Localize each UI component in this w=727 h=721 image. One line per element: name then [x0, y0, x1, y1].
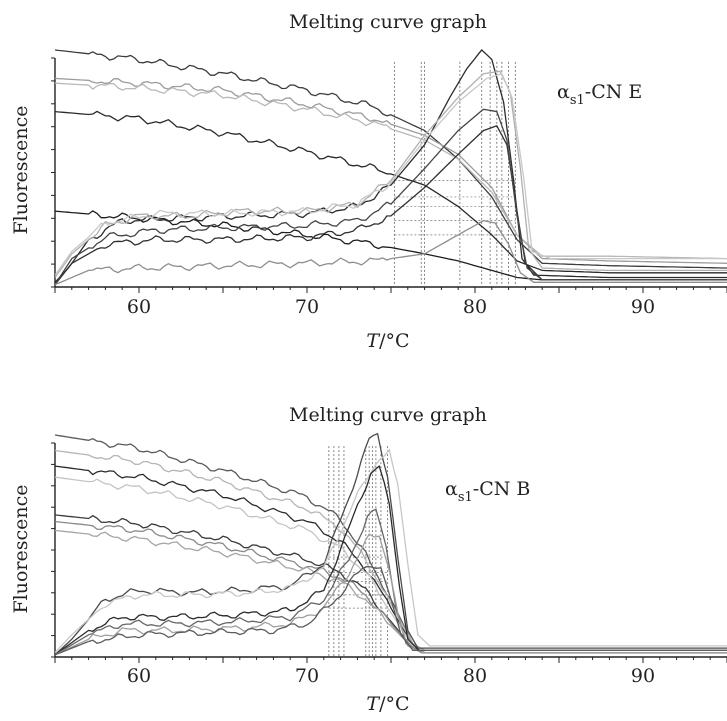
y-axis-label-e: Fluorescence — [10, 105, 32, 234]
x-tick-label: 80 — [463, 296, 487, 318]
series-line — [55, 448, 727, 654]
series-line — [55, 77, 727, 264]
series-line — [55, 108, 727, 285]
series-line — [55, 533, 727, 656]
series-line — [55, 49, 727, 269]
x-tick-label: 60 — [127, 296, 151, 318]
x-axis-label-unit-e: /°C — [379, 330, 409, 352]
series-line — [55, 432, 727, 656]
x-tick-label: 70 — [295, 665, 319, 687]
series-line — [55, 449, 727, 651]
x-axis-label-e: T/°C — [366, 330, 409, 352]
variant-alpha-e: α — [557, 81, 570, 103]
x-tick-label: 90 — [631, 665, 655, 687]
variant-label-e: αs1-CN E — [557, 81, 642, 108]
series-line — [55, 434, 727, 651]
variant-sub-e: s1 — [570, 93, 585, 108]
series-line — [55, 82, 727, 260]
series-line — [55, 219, 727, 286]
plot-area-b: 60 70 80 90 — [51, 432, 727, 687]
x-tick-label: 60 — [127, 665, 151, 687]
chart-title-e: Melting curve graph — [289, 11, 487, 33]
series-line — [55, 110, 727, 274]
melt-chart-e: Melting curve graph Fluorescence T/°C αs… — [10, 11, 727, 352]
series-line — [55, 514, 727, 654]
x-tick-label: 90 — [631, 296, 655, 318]
series-line — [55, 49, 727, 283]
x-axis-label-unit-b: /°C — [379, 693, 409, 715]
x-tick-label: 80 — [463, 665, 487, 687]
series-line — [55, 70, 727, 278]
x-axis-label-b: T/°C — [366, 693, 409, 715]
melt-chart-b: Melting curve graph Fluorescence T/°C αs… — [10, 404, 727, 715]
x-axis-label-var-e: T — [366, 330, 380, 352]
x-tick-label: 70 — [295, 296, 319, 318]
chart-title-b: Melting curve graph — [289, 404, 487, 426]
plot-area-e: 60 70 80 90 — [51, 49, 727, 318]
variant-alpha-b: α — [445, 478, 458, 500]
series-line — [55, 565, 727, 656]
y-axis-label-b: Fluorescence — [10, 484, 32, 613]
series-line — [55, 72, 727, 276]
x-axis-label-var-b: T — [366, 693, 380, 715]
variant-label-b: αs1-CN B — [445, 478, 530, 505]
variant-sub-b: s1 — [458, 490, 473, 505]
variant-text-e: -CN E — [585, 81, 643, 103]
variant-text-b: -CN B — [473, 478, 531, 500]
